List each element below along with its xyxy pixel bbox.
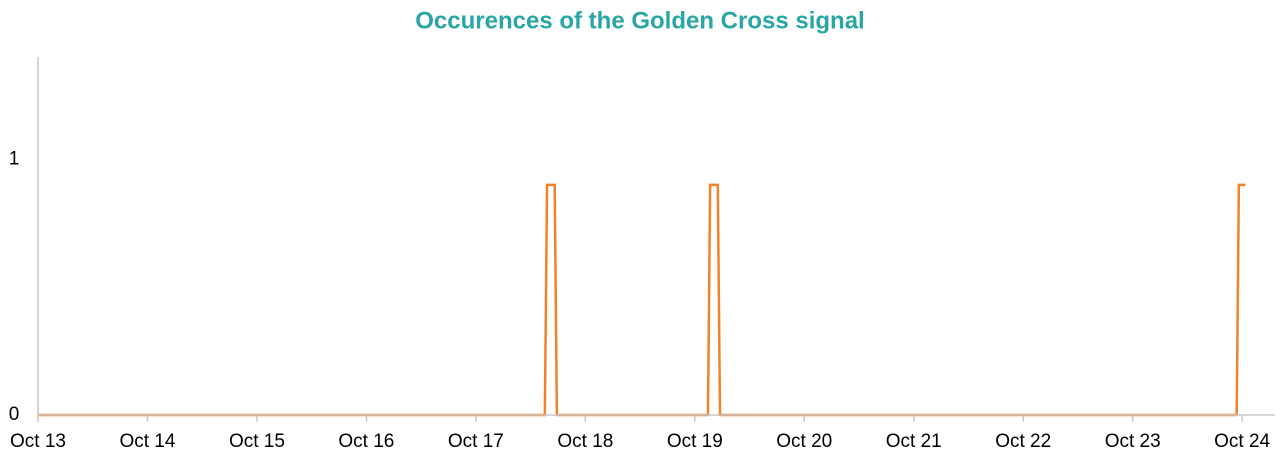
chart-title: Occurences of the Golden Cross signal (415, 7, 864, 34)
x-tick-label: Oct 23 (1105, 431, 1161, 452)
x-tick-label: Oct 13 (10, 431, 66, 452)
x-tick-label: Oct 14 (119, 431, 175, 452)
data-line (38, 183, 1246, 417)
x-tick-label: Oct 16 (338, 431, 394, 452)
x-tick-label: Oct 24 (1214, 431, 1270, 452)
x-tick-label: Oct 20 (776, 431, 832, 452)
x-tick-label: Oct 17 (448, 431, 504, 452)
y-tick-label: 0 (9, 404, 20, 425)
x-tick-label: Oct 22 (995, 431, 1051, 452)
x-tick-label: Oct 19 (667, 431, 723, 452)
x-tick-label: Oct 15 (229, 431, 285, 452)
y-tick-label: 1 (9, 148, 20, 169)
x-tick-label: Oct 21 (886, 431, 942, 452)
x-tick-label: Oct 18 (557, 431, 613, 452)
